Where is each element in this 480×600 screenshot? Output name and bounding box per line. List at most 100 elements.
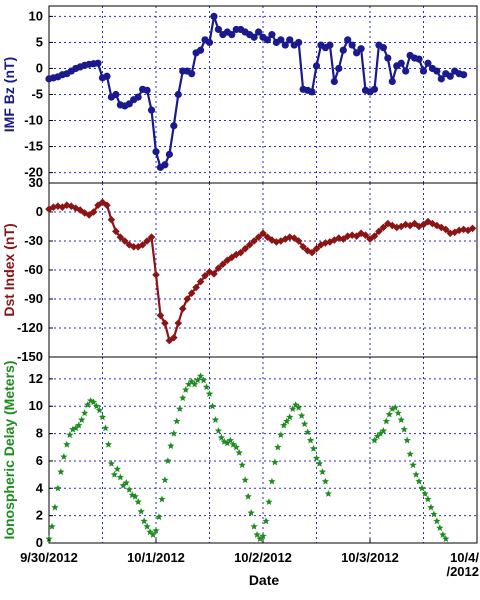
data-point [442,535,450,542]
y-tick-label: -150 [17,349,43,364]
data-point [373,432,382,440]
data-point [80,209,89,217]
y-tick-label: -10 [24,113,43,128]
data-point [188,70,196,78]
y-tick-label: -20 [24,165,43,180]
data-point [292,401,300,408]
data-point [427,503,435,511]
data-point [173,417,181,425]
data-point [104,440,113,448]
data-point [45,535,53,542]
data-point [214,427,223,434]
data-point [226,436,234,444]
data-point [98,198,107,207]
data-point [321,477,330,485]
x-tick-label: 9/30/2012 [20,550,78,565]
data-point [205,390,214,397]
data-point [78,416,86,423]
data-point [357,45,365,53]
data-point [210,270,218,278]
data-point [75,421,83,429]
data-point [110,470,118,478]
data-point [400,425,408,433]
data-point [401,220,410,229]
data-point [187,289,196,297]
data-point [419,220,428,229]
data-point [112,90,120,99]
data-point [326,41,334,49]
data-point [379,427,387,434]
data-point [315,459,324,467]
x-tick-label: 10/3/2012 [341,550,399,565]
data-point [348,41,356,49]
data-point [134,243,142,251]
data-point [116,473,124,481]
data-point [286,36,294,44]
data-point [146,528,154,536]
data-point [433,67,441,75]
data-point [335,64,343,73]
data-point [201,272,209,280]
data-point [388,77,396,86]
data-point [339,235,348,243]
data-point [194,376,202,384]
data-point [211,416,220,423]
data-point [263,36,272,44]
data-point [415,222,423,231]
data-point [268,31,276,39]
data-point [244,492,252,500]
data-point [330,236,339,244]
y-axis-label: Dst Index (nT) [1,223,17,316]
data-point [165,336,174,345]
data-point [391,403,399,411]
data-point [176,405,184,413]
data-point [294,237,303,245]
y-axis-label: Ionospheric Delay (Meters) [1,361,17,540]
data-point [167,442,175,449]
data-point [58,203,67,211]
data-point [375,227,383,236]
data-point [277,431,285,439]
data-point [250,237,258,245]
data-point [379,44,387,52]
data-point [188,377,196,385]
data-point [433,517,441,525]
data-point [241,476,249,484]
data-point [236,248,245,257]
data-point [208,402,217,410]
x-tick-label: 10/4//2012 [446,550,479,579]
data-point [295,38,303,47]
data-point [259,229,267,238]
data-point [370,436,379,444]
data-point [152,148,160,156]
data-point [217,433,225,441]
data-point [397,416,405,423]
data-point [72,424,80,432]
data-point [308,248,316,257]
data-point [397,59,405,67]
data-point [192,283,200,292]
data-point [228,31,236,39]
data-point [330,77,338,86]
data-point [143,237,151,245]
data-point [268,236,276,244]
data-point [165,150,173,158]
y-tick-label: -60 [24,262,43,277]
data-point [376,429,385,437]
y-tick-label: -15 [24,139,43,154]
data-point [113,465,121,473]
data-point [424,495,432,503]
data-point [418,484,426,492]
y-tick-label: 10 [29,8,43,23]
data-point [183,295,192,303]
y-tick-label: 0 [36,535,43,550]
data-point [298,412,306,419]
data-point [402,67,410,75]
data-point [295,403,303,411]
data-point [202,383,211,391]
data-point [143,86,151,94]
data-point [155,513,163,521]
data-point [143,522,151,530]
data-point [51,503,59,511]
data-point [468,224,477,233]
